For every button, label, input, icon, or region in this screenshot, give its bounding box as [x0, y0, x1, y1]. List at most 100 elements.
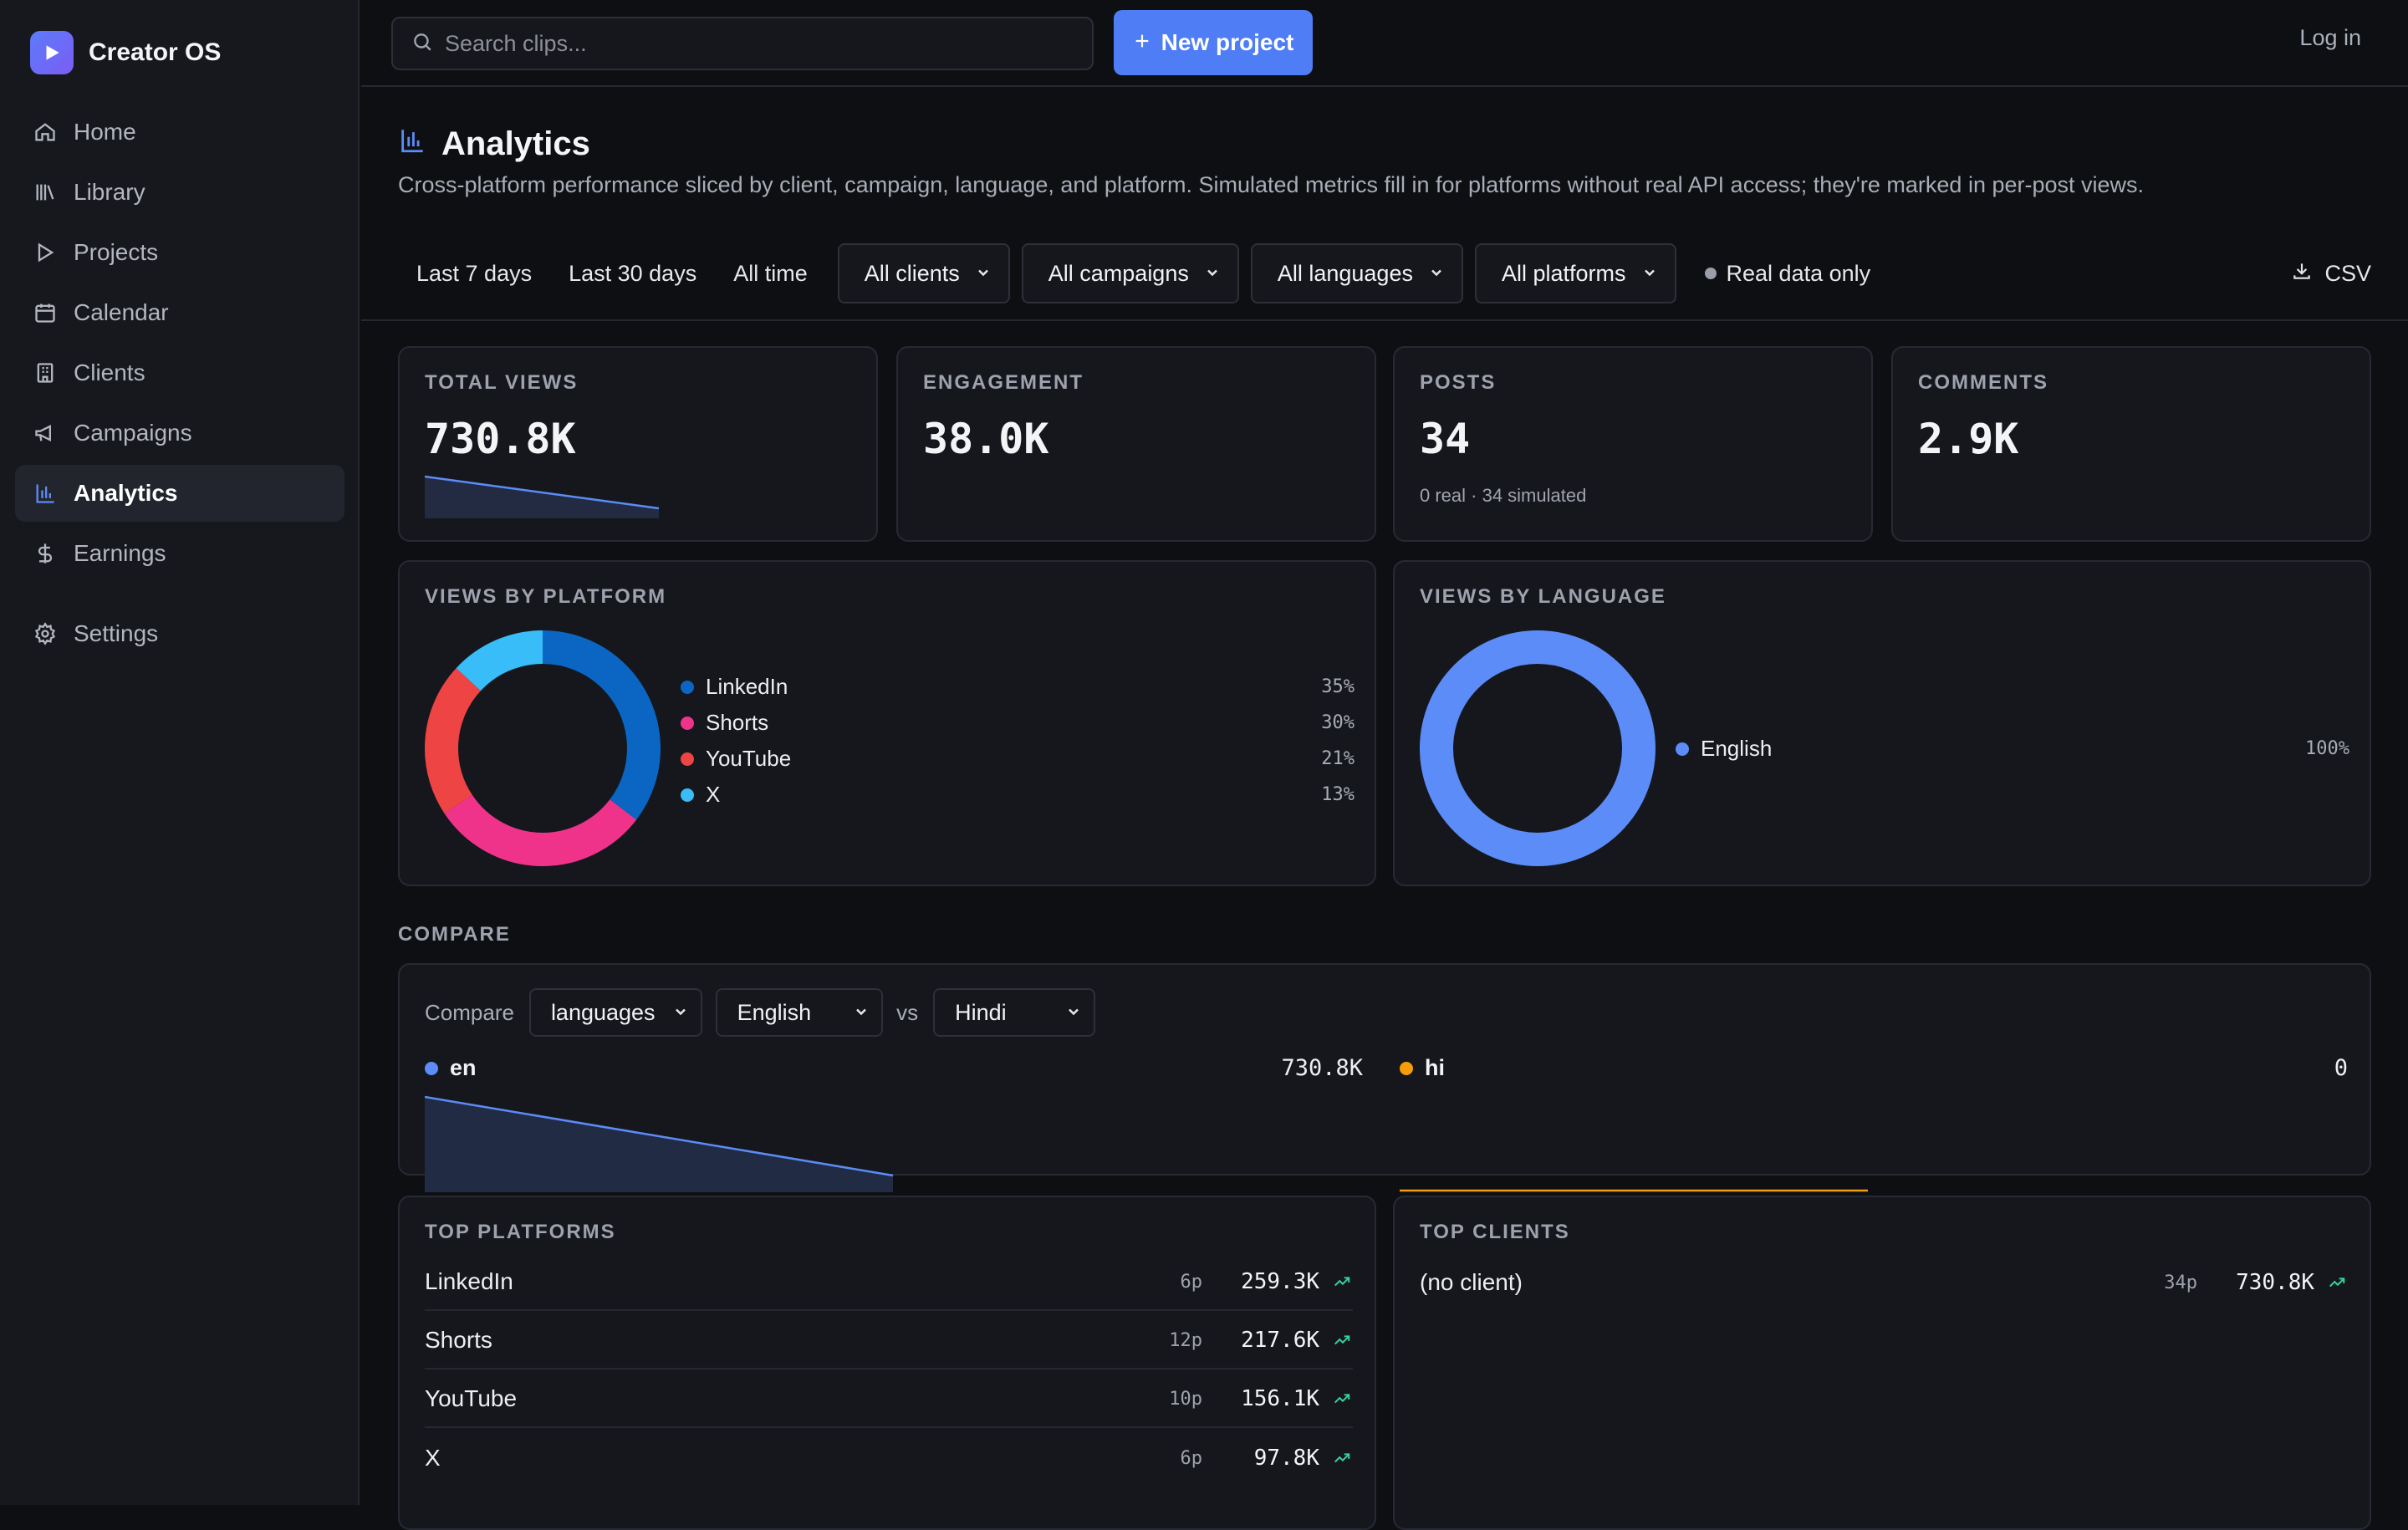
gear-icon	[32, 620, 59, 647]
legend-pct: 21%	[1321, 748, 1354, 769]
total-views-sparkline	[425, 475, 660, 518]
campaigns-select[interactable]: All campaigns	[1021, 243, 1239, 303]
range-all-time[interactable]: All time	[733, 260, 808, 286]
legend-pct: 13%	[1321, 784, 1354, 805]
platforms-select-value: All platforms	[1501, 260, 1626, 286]
sidebar-item-clients[interactable]: Clients	[15, 344, 344, 401]
login-link[interactable]: Log in	[2299, 25, 2361, 50]
brand[interactable]: Creator OS	[30, 30, 221, 75]
sidebar-item-label: Clients	[74, 360, 145, 385]
platforms-select[interactable]: All platforms	[1474, 243, 1676, 303]
table-row[interactable]: LinkedIn 6p 259.3K	[425, 1254, 1353, 1311]
chevron-down-icon	[1204, 261, 1221, 287]
card-title: TOP PLATFORMS	[425, 1221, 616, 1243]
row-posts: 6p	[1180, 1447, 1203, 1469]
chevron-down-icon	[1641, 261, 1658, 287]
table-row[interactable]: X 6p 97.8K	[425, 1430, 1353, 1487]
chevron-down-icon	[975, 261, 992, 287]
language-donut-chart	[1420, 630, 1656, 866]
card-title: TOP CLIENTS	[1420, 1221, 1570, 1243]
csv-export-button[interactable]: CSV	[2291, 242, 2371, 304]
card-title: VIEWS BY LANGUAGE	[1420, 585, 1666, 608]
table-row[interactable]: (no client) 34p 730.8K	[1420, 1254, 2348, 1311]
sidebar-item-label: Library	[74, 179, 145, 205]
main-content: Analytics Cross-platform performance sli…	[361, 89, 2408, 1530]
language-legend: English 100%	[1676, 731, 2349, 767]
views-by-language-card: VIEWS BY LANGUAGE English 100%	[1393, 560, 2371, 886]
compare-series-hi: hi	[1400, 1055, 1445, 1081]
chevron-down-icon	[1065, 1000, 1082, 1026]
row-name: LinkedIn	[425, 1268, 513, 1294]
campaigns-select-value: All campaigns	[1048, 260, 1189, 286]
real-data-toggle[interactable]: Real data only	[1704, 260, 1871, 287]
table-row[interactable]: YouTube 10p 156.1K	[425, 1371, 1353, 1428]
dollar-icon	[32, 540, 59, 567]
trending-up-icon	[2326, 1272, 2348, 1293]
compare-series-en: en	[425, 1055, 477, 1081]
platform-legend: LinkedIn 35% Shorts 30% YouTube 21% X 13…	[681, 669, 1354, 813]
compare-card: Compare languages English vs Hindi en	[398, 963, 2371, 1192]
compare-dimension-select[interactable]: languages	[528, 988, 702, 1037]
sidebar-nav: Home Library Projects Calendar	[15, 104, 344, 666]
compare-left-select[interactable]: English	[715, 988, 884, 1037]
sidebar-item-label: Calendar	[74, 299, 169, 325]
row-views: 217.6K	[1241, 1328, 1319, 1353]
card-title: VIEWS BY PLATFORM	[425, 585, 667, 608]
stat-label: ENGAGEMENT	[923, 371, 1084, 394]
row-views: 259.3K	[1241, 1269, 1319, 1294]
sidebar-item-settings[interactable]: Settings	[15, 605, 344, 662]
series-dot	[1400, 1061, 1413, 1075]
search-icon	[411, 31, 433, 57]
stat-label: TOTAL VIEWS	[425, 371, 579, 394]
trending-up-icon	[1331, 1388, 1353, 1410]
library-icon	[32, 179, 59, 206]
range-last-7-days[interactable]: Last 7 days	[416, 260, 533, 286]
sidebar-item-earnings[interactable]: Earnings	[15, 525, 344, 582]
sidebar-item-label: Campaigns	[74, 420, 192, 446]
search-input[interactable]	[445, 30, 1080, 57]
sidebar-item-library[interactable]: Library	[15, 164, 344, 221]
top-clients-card: TOP CLIENTS (no client) 34p 730.8K	[1393, 1196, 2371, 1530]
table-row[interactable]: Shorts 12p 217.6K	[425, 1313, 1353, 1369]
vs-label: vs	[896, 999, 919, 1025]
sidebar: Creator OS Home Library Projects	[0, 0, 360, 1505]
languages-select[interactable]: All languages	[1250, 243, 1463, 303]
row-posts: 34p	[2164, 1272, 2197, 1293]
stat-value: 2.9K	[1918, 415, 2019, 463]
legend-label: LinkedIn	[706, 674, 788, 699]
chevron-down-icon	[853, 1000, 870, 1026]
topbar: New project Log in	[361, 0, 2408, 87]
search-box[interactable]	[391, 17, 1094, 70]
row-name: X	[425, 1445, 441, 1471]
legend-pct: 30%	[1321, 712, 1354, 733]
filter-divider	[361, 319, 2408, 321]
compare-label: Compare	[425, 999, 514, 1025]
legend-item: YouTube 21%	[681, 741, 1354, 777]
series-code: en	[450, 1055, 477, 1080]
donut-slice-youtube	[425, 630, 661, 866]
toggle-dot-icon	[1704, 268, 1717, 279]
range-last-30-days[interactable]: Last 30 days	[569, 260, 697, 286]
sidebar-item-projects[interactable]: Projects	[15, 224, 344, 281]
sidebar-item-analytics[interactable]: Analytics	[15, 465, 344, 522]
donut-slice-x	[425, 630, 661, 866]
real-data-label: Real data only	[1726, 260, 1871, 286]
home-icon	[32, 119, 59, 145]
stat-card-engagement: ENGAGEMENT 38.0K	[896, 346, 1376, 542]
legend-item: LinkedIn 35%	[681, 669, 1354, 705]
compare-section-label: COMPARE	[398, 923, 511, 946]
stat-sub: 0 real · 34 simulated	[1420, 485, 1587, 506]
platform-donut-chart	[425, 630, 661, 866]
brand-name: Creator OS	[89, 38, 222, 66]
sidebar-item-campaigns[interactable]: Campaigns	[15, 405, 344, 462]
donut-slice-shorts	[425, 630, 661, 866]
new-project-button[interactable]: New project	[1114, 10, 1313, 75]
sidebar-item-calendar[interactable]: Calendar	[15, 284, 344, 341]
compare-right-select[interactable]: Hindi	[933, 988, 1095, 1037]
chevron-down-icon	[672, 1000, 689, 1026]
megaphone-icon	[32, 420, 59, 446]
sidebar-item-home[interactable]: Home	[15, 104, 344, 161]
page-title: Analytics	[398, 125, 590, 163]
bar-chart-icon	[398, 125, 426, 163]
clients-select[interactable]: All clients	[837, 243, 1010, 303]
